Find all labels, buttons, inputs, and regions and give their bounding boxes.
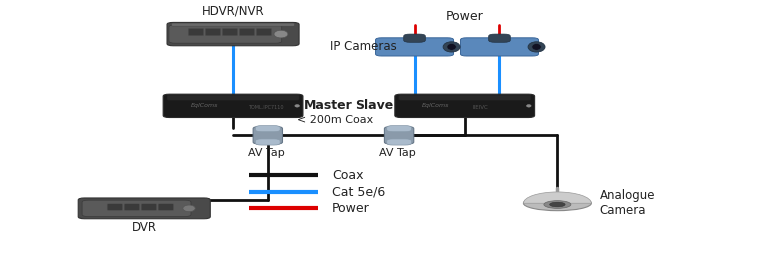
Ellipse shape bbox=[274, 30, 288, 38]
FancyBboxPatch shape bbox=[404, 34, 425, 42]
Ellipse shape bbox=[294, 105, 299, 107]
FancyBboxPatch shape bbox=[384, 41, 430, 45]
Text: AV Tap: AV Tap bbox=[248, 148, 284, 158]
Ellipse shape bbox=[443, 42, 460, 52]
FancyBboxPatch shape bbox=[167, 95, 299, 100]
Text: Analogue
Camera: Analogue Camera bbox=[600, 189, 656, 217]
Text: Power: Power bbox=[332, 202, 370, 215]
FancyBboxPatch shape bbox=[253, 127, 282, 144]
Ellipse shape bbox=[183, 205, 195, 212]
Ellipse shape bbox=[549, 202, 565, 207]
Text: HDVR/NVR: HDVR/NVR bbox=[202, 4, 264, 17]
FancyBboxPatch shape bbox=[222, 28, 238, 36]
FancyBboxPatch shape bbox=[124, 204, 140, 210]
Text: IP Cameras: IP Cameras bbox=[329, 40, 396, 54]
FancyBboxPatch shape bbox=[158, 204, 174, 210]
Text: < 200m Coax: < 200m Coax bbox=[297, 115, 373, 125]
Ellipse shape bbox=[447, 44, 456, 50]
FancyBboxPatch shape bbox=[188, 28, 204, 36]
FancyBboxPatch shape bbox=[376, 38, 453, 56]
FancyBboxPatch shape bbox=[172, 23, 294, 26]
Text: EqlComs: EqlComs bbox=[422, 103, 450, 108]
FancyBboxPatch shape bbox=[256, 126, 280, 132]
FancyBboxPatch shape bbox=[167, 22, 299, 46]
Ellipse shape bbox=[523, 196, 591, 211]
Text: Coax: Coax bbox=[332, 169, 363, 182]
Ellipse shape bbox=[526, 105, 531, 107]
FancyBboxPatch shape bbox=[468, 41, 515, 45]
FancyBboxPatch shape bbox=[141, 204, 157, 210]
Text: Cat 5e/6: Cat 5e/6 bbox=[332, 185, 385, 198]
Text: IIEIVC: IIEIVC bbox=[473, 105, 488, 110]
FancyBboxPatch shape bbox=[489, 34, 510, 42]
FancyBboxPatch shape bbox=[394, 94, 535, 117]
FancyBboxPatch shape bbox=[164, 94, 303, 117]
Wedge shape bbox=[523, 192, 591, 203]
FancyBboxPatch shape bbox=[169, 25, 281, 43]
FancyBboxPatch shape bbox=[205, 28, 221, 36]
Text: AV Tap: AV Tap bbox=[379, 148, 416, 158]
Text: EqlComs: EqlComs bbox=[191, 103, 218, 108]
FancyBboxPatch shape bbox=[256, 139, 280, 145]
FancyBboxPatch shape bbox=[387, 126, 412, 132]
FancyBboxPatch shape bbox=[387, 139, 412, 145]
Text: DVR: DVR bbox=[132, 221, 157, 234]
Ellipse shape bbox=[532, 44, 541, 50]
FancyBboxPatch shape bbox=[257, 28, 272, 36]
Text: Master: Master bbox=[304, 99, 353, 112]
Text: Slave: Slave bbox=[356, 99, 394, 112]
FancyBboxPatch shape bbox=[460, 38, 539, 56]
FancyBboxPatch shape bbox=[384, 127, 414, 144]
Ellipse shape bbox=[544, 201, 571, 208]
FancyBboxPatch shape bbox=[239, 28, 255, 36]
FancyBboxPatch shape bbox=[82, 200, 191, 217]
Text: TOML.IPC7110: TOML.IPC7110 bbox=[249, 105, 284, 110]
FancyBboxPatch shape bbox=[107, 204, 122, 210]
FancyBboxPatch shape bbox=[398, 95, 531, 100]
Text: Power: Power bbox=[446, 10, 484, 23]
Ellipse shape bbox=[528, 42, 545, 52]
FancyBboxPatch shape bbox=[78, 198, 210, 219]
